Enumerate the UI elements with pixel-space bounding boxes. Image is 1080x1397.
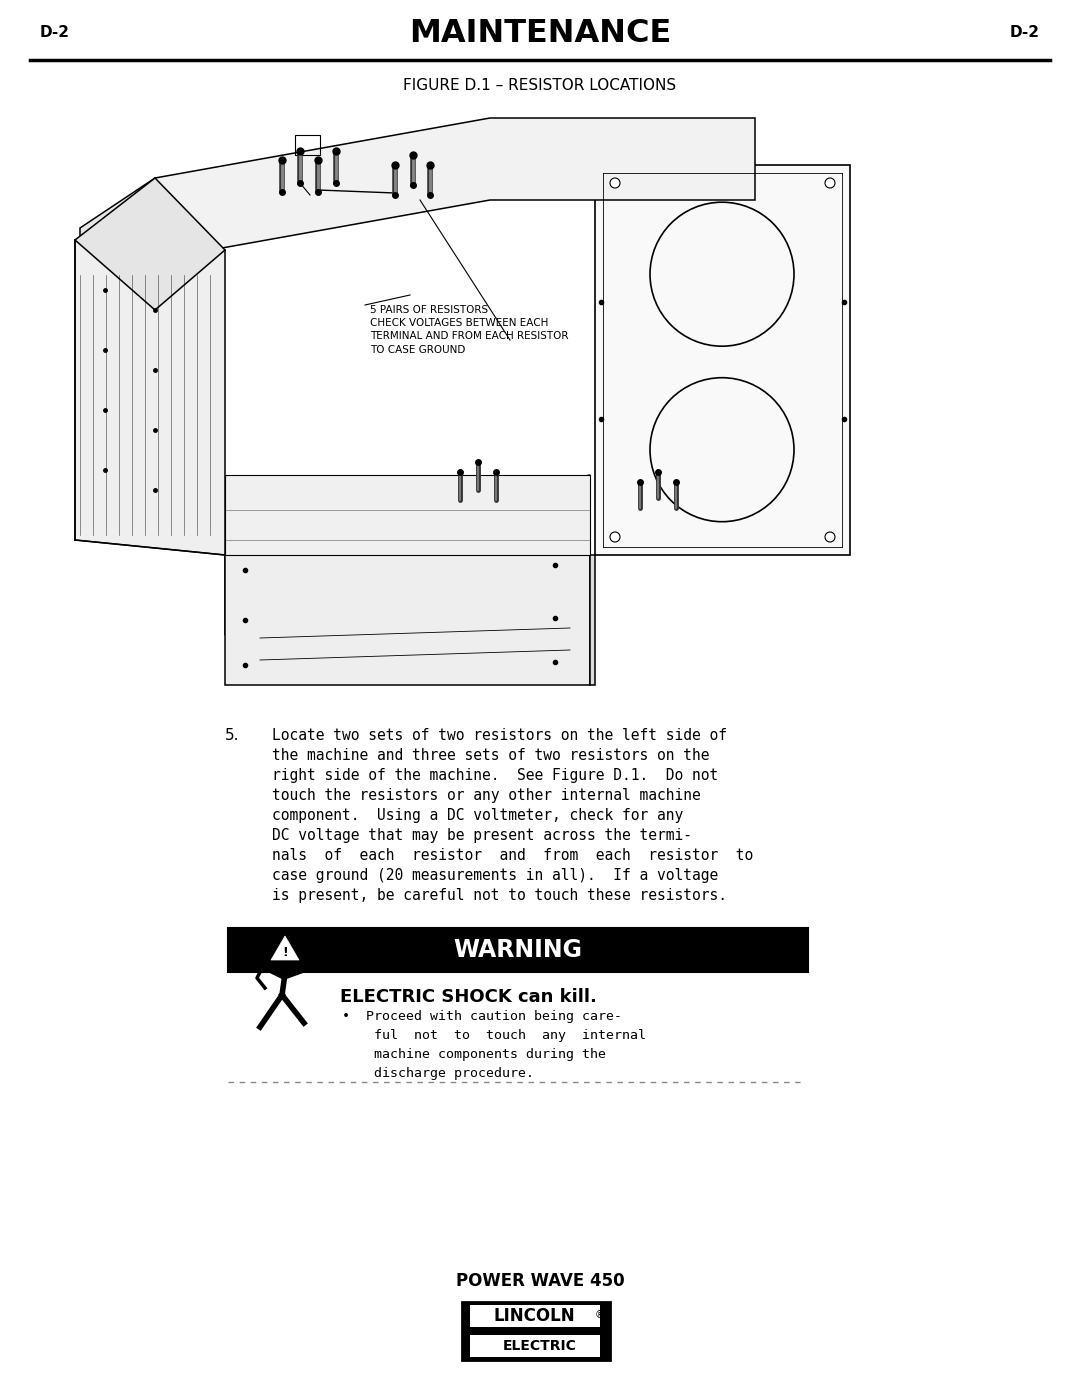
- Text: 5.: 5.: [225, 728, 240, 743]
- Bar: [462, 1302, 610, 1361]
- Text: ELECTRIC: ELECTRIC: [503, 1338, 577, 1354]
- Text: nals  of  each  resistor  and  from  each  resistor  to: nals of each resistor and from each resi…: [272, 848, 753, 863]
- Text: is present, be careful not to touch these resistors.: is present, be careful not to touch thes…: [272, 888, 727, 902]
- Text: discharge procedure.: discharge procedure.: [342, 1067, 534, 1080]
- Text: D-2: D-2: [1010, 25, 1040, 41]
- Text: ful  not  to  touch  any  internal: ful not to touch any internal: [342, 1030, 646, 1042]
- Text: ®: ®: [595, 1310, 605, 1320]
- Polygon shape: [225, 555, 590, 685]
- Text: Locate two sets of two resistors on the left side of: Locate two sets of two resistors on the …: [272, 728, 727, 743]
- Circle shape: [610, 532, 620, 542]
- Circle shape: [610, 177, 620, 189]
- Polygon shape: [75, 177, 225, 310]
- Text: MAINTENANCE: MAINTENANCE: [409, 18, 671, 49]
- Polygon shape: [75, 240, 225, 555]
- Polygon shape: [590, 555, 595, 685]
- Text: DC voltage that may be present across the termi-: DC voltage that may be present across th…: [272, 828, 692, 842]
- Text: case ground (20 measurements in all).  If a voltage: case ground (20 measurements in all). If…: [272, 868, 718, 883]
- Text: !: !: [282, 946, 288, 958]
- Circle shape: [275, 940, 301, 965]
- Polygon shape: [225, 475, 590, 636]
- Text: touch the resistors or any other internal machine: touch the resistors or any other interna…: [272, 788, 701, 803]
- Text: ELECTRIC SHOCK can kill.: ELECTRIC SHOCK can kill.: [340, 988, 597, 1006]
- Bar: [470, 1305, 600, 1327]
- Text: 5 PAIRS OF RESISTORS
CHECK VOLTAGES BETWEEN EACH
TERMINAL AND FROM EACH RESISTOR: 5 PAIRS OF RESISTORS CHECK VOLTAGES BETW…: [370, 305, 568, 355]
- Polygon shape: [156, 117, 755, 260]
- Text: the machine and three sets of two resistors on the: the machine and three sets of two resist…: [272, 747, 710, 763]
- Text: •  Proceed with caution being care-: • Proceed with caution being care-: [342, 1010, 622, 1023]
- Text: component.  Using a DC voltmeter, check for any: component. Using a DC voltmeter, check f…: [272, 807, 684, 823]
- Text: WARNING: WARNING: [454, 937, 582, 963]
- Polygon shape: [225, 475, 590, 555]
- Circle shape: [825, 532, 835, 542]
- Text: right side of the machine.  See Figure D.1.  Do not: right side of the machine. See Figure D.…: [272, 768, 718, 782]
- Bar: [470, 1336, 600, 1356]
- Bar: [228, 928, 808, 972]
- Polygon shape: [80, 177, 156, 310]
- Text: D-2: D-2: [40, 25, 70, 41]
- Text: LINCOLN: LINCOLN: [494, 1308, 575, 1324]
- Text: FIGURE D.1 – RESISTOR LOCATIONS: FIGURE D.1 – RESISTOR LOCATIONS: [404, 78, 676, 94]
- Text: machine components during the: machine components during the: [342, 1048, 606, 1060]
- Text: POWER WAVE 450: POWER WAVE 450: [456, 1273, 624, 1289]
- Circle shape: [825, 177, 835, 189]
- Polygon shape: [595, 165, 850, 555]
- Polygon shape: [271, 936, 299, 960]
